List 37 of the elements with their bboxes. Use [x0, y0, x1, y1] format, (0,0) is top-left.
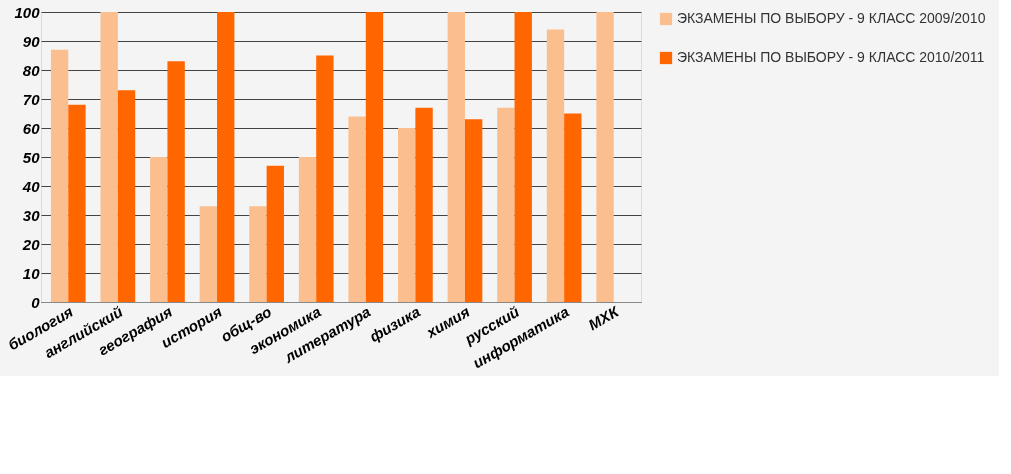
bar [217, 12, 235, 302]
bar [546, 29, 565, 302]
y-tick-label: 10 [22, 264, 41, 282]
bar [316, 55, 334, 302]
y-tick-label: 100 [14, 3, 41, 21]
y-tick-label: 70 [22, 90, 41, 108]
bar [100, 12, 118, 302]
x-tick-label: МХК [585, 301, 623, 334]
y-tick-label: 60 [22, 119, 41, 137]
bar [117, 90, 136, 302]
bar [497, 107, 515, 302]
bar [167, 61, 185, 302]
bar [365, 12, 384, 302]
bar [68, 104, 86, 302]
bar [266, 165, 284, 302]
bar [249, 206, 267, 302]
y-tick-label: 30 [22, 206, 41, 224]
bar [199, 206, 218, 302]
y-tick-label: 80 [22, 61, 41, 79]
legend-label: ЭКЗАМЕНЫ ПО ВЫБОРУ - 9 КЛАСС 2010/2011 [677, 49, 985, 65]
y-tick-label: 20 [21, 235, 41, 253]
bar [348, 116, 366, 302]
bar [447, 12, 465, 302]
bar [514, 12, 532, 302]
bar [464, 119, 483, 302]
bar [415, 107, 433, 302]
bar [564, 113, 582, 302]
bar [298, 157, 317, 302]
bar [596, 12, 614, 302]
bar [50, 49, 69, 302]
bar [150, 157, 168, 302]
legend-label: ЭКЗАМЕНЫ ПО ВЫБОРУ - 9 КЛАСС 2009/2010 [677, 10, 986, 26]
y-tick-label: 40 [21, 177, 41, 195]
y-tick-label: 90 [22, 32, 41, 50]
y-tick-label: 0 [31, 293, 41, 311]
bar [398, 128, 416, 302]
y-tick-label: 50 [22, 148, 41, 166]
